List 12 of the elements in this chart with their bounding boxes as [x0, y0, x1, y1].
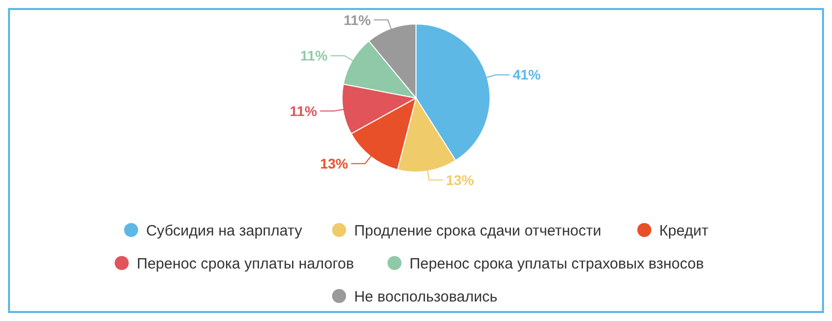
legend-label: Перенос срока уплаты страховых взносов: [410, 255, 704, 272]
data-label: 11%: [290, 102, 318, 119]
legend-label: Продление срока сдачи отчетности: [354, 222, 602, 240]
data-label: 11%: [344, 12, 372, 28]
legend-label: Субсидия на зарплату: [146, 222, 303, 240]
legend-label: Не воспользовались: [354, 288, 498, 306]
legend-label: Перенос срока уплаты налогов: [136, 255, 354, 272]
legend-label: Кредит: [659, 222, 709, 240]
data-label: 13%: [446, 172, 475, 188]
data-label: 41%: [512, 66, 542, 83]
data-label: 11%: [300, 48, 328, 64]
data-label: 13%: [320, 155, 349, 172]
